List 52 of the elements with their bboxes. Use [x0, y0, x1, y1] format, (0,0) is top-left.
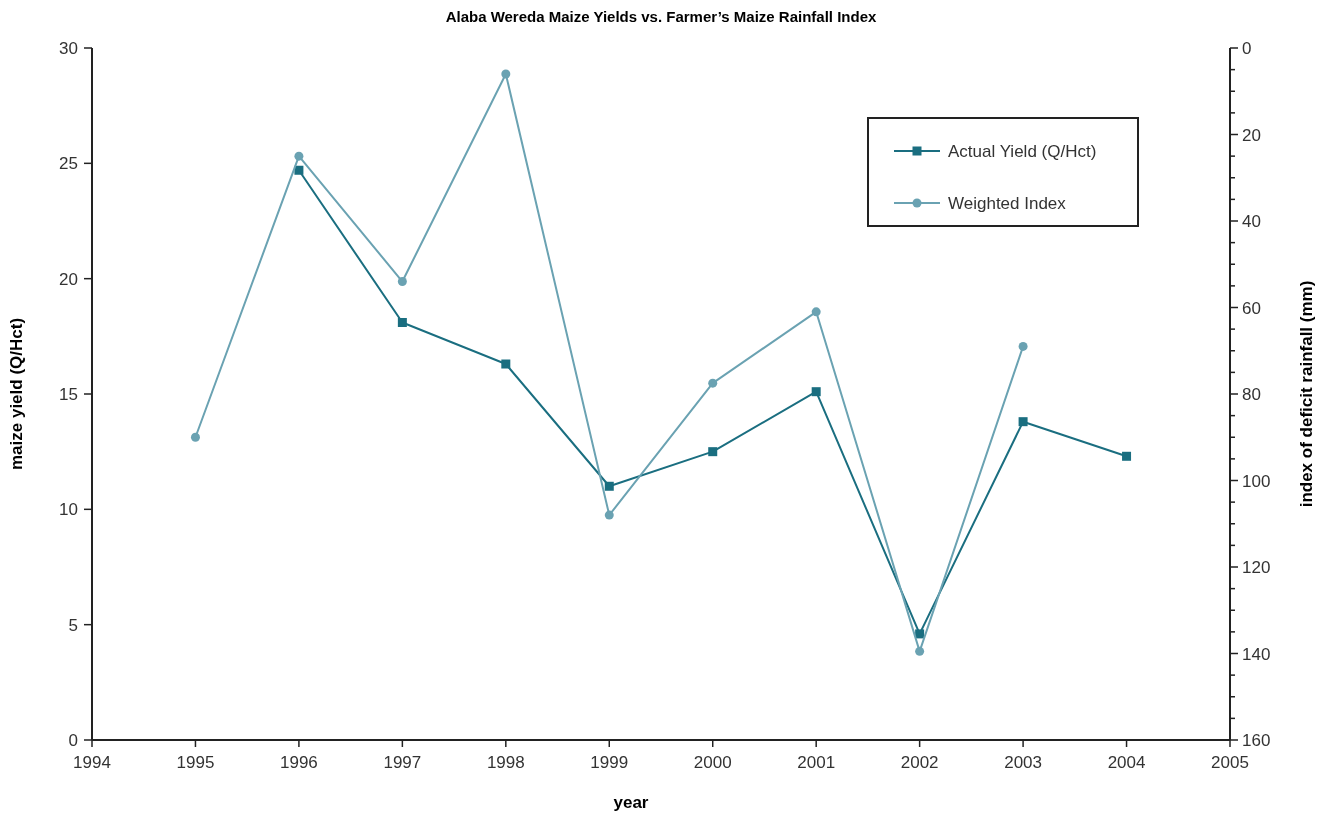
point: [501, 359, 511, 369]
x-tick-label: 1996: [280, 753, 318, 772]
point: [190, 432, 200, 442]
x-tick-label: 2002: [900, 753, 939, 772]
x-tick-label: 1998: [486, 753, 525, 772]
y-axis-title: maize yield (Q/Hct): [7, 317, 26, 471]
x-tick-label: 2004: [1107, 753, 1146, 772]
point: [1122, 451, 1132, 461]
x-tick-label: 1995: [176, 753, 215, 772]
y2-tick-label: 20: [1242, 125, 1261, 145]
y2-tick-label: 80: [1242, 385, 1261, 404]
point: [811, 307, 821, 317]
y-tick-label: 5: [68, 615, 78, 635]
point: [397, 317, 407, 327]
point: [1018, 417, 1028, 427]
y2-tick-label: 100: [1242, 471, 1271, 491]
x-tick-label: 2001: [797, 753, 836, 772]
point: [604, 510, 614, 520]
x-tick-label: 2000: [693, 753, 732, 772]
point: [294, 165, 304, 175]
point: [811, 387, 821, 397]
y2-tick-label: 160: [1242, 731, 1271, 750]
point: [915, 629, 925, 639]
y2-tick-label: 60: [1242, 298, 1261, 318]
y2-tick-label: 120: [1242, 558, 1271, 577]
point: [915, 646, 925, 656]
point: [397, 277, 407, 287]
chart-title: Alaba Wereda Maize Yields vs. Farmer’s Maize Rainfall Index: [445, 8, 878, 25]
y-tick-label: 30: [59, 39, 78, 58]
x-tick-label: 2005: [1211, 753, 1249, 772]
point: [708, 447, 718, 457]
y2-tick-label: 40: [1242, 212, 1261, 231]
y2-tick-label: 0: [1242, 39, 1252, 58]
x-tick-label: 1994: [73, 753, 111, 772]
point: [1018, 341, 1028, 351]
y-tick-label: 25: [59, 154, 78, 174]
y-tick-label: 0: [68, 731, 78, 750]
y2-axis-title: index of deficit rainfall (mm): [1297, 280, 1316, 508]
x-tick-label: 1999: [590, 753, 629, 772]
legend-label: Weighted Index: [948, 194, 1067, 213]
y-tick-label: 15: [59, 385, 78, 404]
legend-label: Actual Yield (Q/Hct): [948, 142, 1097, 161]
x-tick-label: 1997: [383, 753, 422, 772]
point: [708, 378, 718, 388]
y-tick-label: 20: [59, 269, 78, 289]
x-tick-label: 2003: [1004, 753, 1043, 772]
y-tick-label: 10: [59, 500, 78, 520]
point: [294, 151, 304, 161]
point: [604, 481, 614, 491]
point: [501, 69, 511, 79]
y2-tick-label: 140: [1242, 644, 1271, 664]
x-axis-title: year: [613, 793, 649, 812]
